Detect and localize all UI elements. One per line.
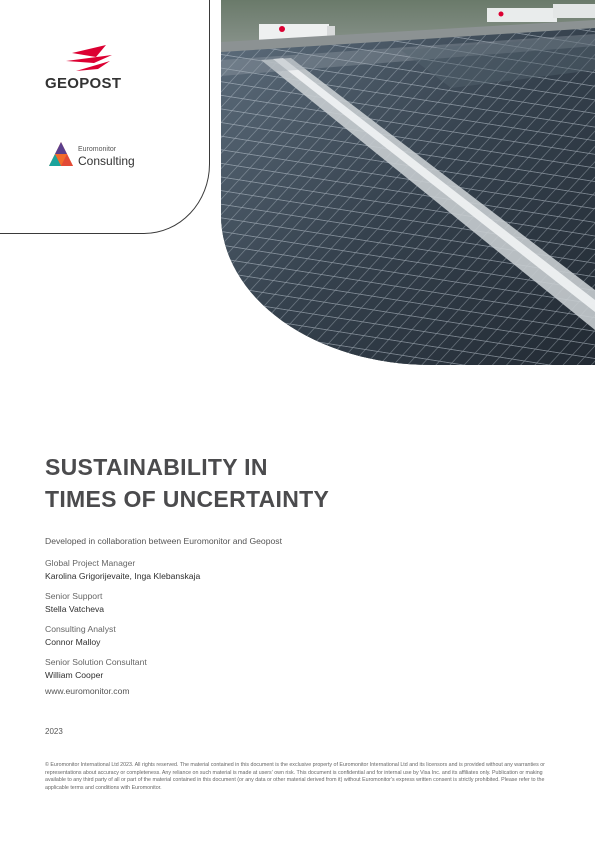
euromonitor-logo-consulting: Consulting [78, 154, 135, 168]
website-link[interactable]: www.euromonitor.com [45, 686, 130, 696]
hero-photo-solar-panels [221, 0, 595, 365]
title-line-1: SUSTAINABILITY IN [45, 454, 268, 480]
credit-role: Senior Solution Consultant [45, 657, 147, 667]
euromonitor-logo-small: Euromonitor [78, 146, 117, 153]
solar-panels-illustration [221, 0, 595, 365]
credit-name: Stella Vatcheva [45, 604, 105, 614]
credit-role: Senior Support [45, 591, 103, 601]
collaboration-note: Developed in collaboration between Eurom… [45, 536, 282, 546]
publication-year: 2023 [45, 727, 63, 736]
credit-block: Senior Solution Consultant William Coope… [45, 656, 147, 682]
credit-role: Global Project Manager [45, 558, 136, 568]
credit-role: Consulting Analyst [45, 624, 116, 634]
credit-block: Consulting Analyst Connor Malloy [45, 623, 116, 649]
legal-disclaimer: © Euromonitor International Ltd 2023. Al… [45, 762, 545, 791]
credit-name: Karolina Grigorijevaite, Inga Klebanskaj… [45, 571, 201, 581]
credit-name: William Cooper [45, 670, 104, 680]
credit-name: Connor Malloy [45, 637, 101, 647]
logo-card: GEOPOST Euromonitor Consulting [0, 0, 210, 234]
report-title: SUSTAINABILITY IN TIMES OF UNCERTAINTY [45, 451, 329, 515]
geopost-arrow-icon [66, 45, 112, 71]
euromonitor-triangle-icon [49, 142, 73, 166]
truck-trailer [259, 24, 329, 40]
credit-block: Global Project Manager Karolina Grigorij… [45, 557, 200, 583]
title-line-2: TIMES OF UNCERTAINTY [45, 486, 330, 512]
truck-trailer [487, 8, 557, 22]
credit-block: Senior Support Stella Vatcheva [45, 590, 104, 616]
geopost-logo-text: GEOPOST [45, 75, 122, 92]
